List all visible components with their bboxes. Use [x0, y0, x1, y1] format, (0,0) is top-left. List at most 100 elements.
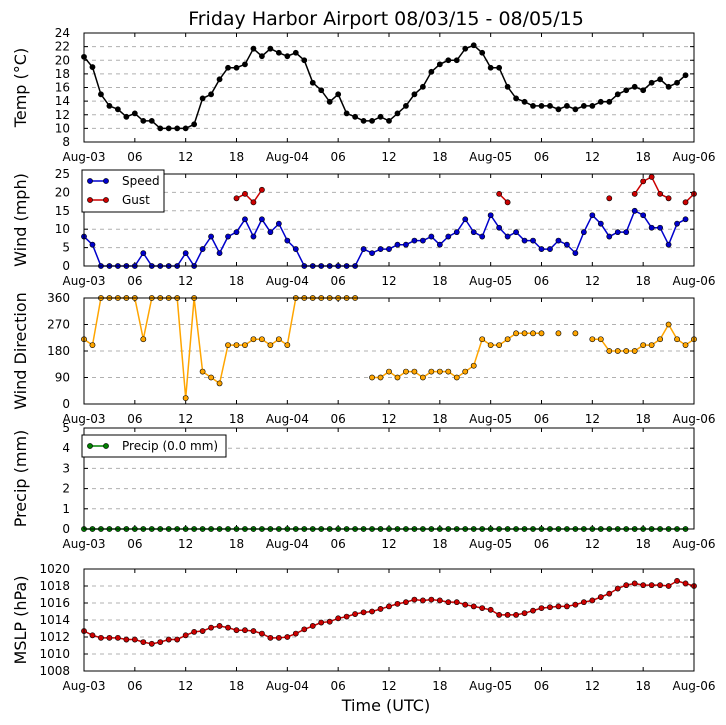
wind-point	[513, 229, 519, 236]
precip-xtick-label: 12	[381, 537, 396, 551]
mslp-point	[640, 582, 647, 589]
mslp-xtick-label: 06	[331, 679, 346, 693]
wind-point	[233, 229, 240, 236]
wind-point	[682, 216, 689, 223]
wind-point	[496, 224, 503, 231]
wind-point	[606, 233, 613, 240]
direction-point	[233, 342, 240, 349]
wind-point	[640, 212, 647, 219]
temp-point	[369, 117, 375, 124]
wind-point	[284, 237, 291, 244]
mslp-point	[123, 636, 130, 643]
wind-point	[208, 233, 214, 240]
mslp-point	[496, 612, 503, 618]
wind-point	[555, 237, 562, 244]
direction-point	[445, 368, 452, 375]
mslp-point	[386, 603, 392, 610]
mslp-point	[259, 630, 265, 637]
temp-point	[648, 79, 655, 86]
mslp-ytick-label: 1018	[39, 579, 70, 593]
wind-point	[580, 229, 587, 236]
wind-ytick-label: 15	[55, 204, 70, 218]
wind-point	[665, 195, 672, 202]
temp-ytick-label: 12	[55, 108, 70, 122]
mslp-point	[597, 594, 604, 600]
direction-xtick-label: 18	[229, 412, 244, 426]
mslp-point	[411, 596, 418, 603]
wind-point	[631, 190, 638, 197]
direction-point	[453, 374, 460, 381]
temp-point	[208, 91, 214, 98]
temp-xtick-label: 12	[178, 150, 193, 164]
wind-point	[640, 178, 647, 185]
temp-point	[623, 87, 630, 94]
temp-xtick-label: 06	[534, 150, 549, 164]
temp-point	[157, 125, 164, 132]
mslp-ytick-label: 1016	[39, 596, 70, 610]
wind-xtick-label: 18	[432, 274, 447, 288]
temp-axes-frame	[83, 32, 695, 143]
mslp-point	[580, 599, 587, 606]
temp-ytick-label: 18	[55, 67, 70, 81]
wind-point	[292, 246, 299, 252]
precip-xtick-label: Aug-04	[266, 537, 309, 551]
temp-point	[682, 72, 689, 79]
temp-point	[148, 117, 155, 124]
temp-point	[242, 61, 248, 68]
mslp-point	[157, 639, 164, 645]
mslp-ytick-label: 1012	[39, 630, 70, 644]
direction-point	[403, 368, 409, 375]
mslp-point	[148, 640, 155, 647]
mslp-y-axis-label: MSLP (hPa)	[11, 576, 30, 665]
direction-point	[496, 342, 503, 349]
precip-xtick-label: 18	[636, 537, 651, 551]
wind-xtick-label: 12	[178, 274, 193, 288]
mslp-xtick-label: Aug-04	[266, 679, 309, 693]
wind-legend-label: Gust	[122, 193, 150, 207]
direction-xtick-label: Aug-04	[266, 412, 309, 426]
mslp-xtick-label: Aug-05	[469, 679, 512, 693]
direction-ytick-label: 180	[47, 344, 70, 358]
temp-xtick-label: Aug-03	[62, 150, 105, 164]
mslp-point	[225, 624, 231, 631]
mslp-point	[106, 634, 113, 641]
direction-xtick-label: 06	[534, 412, 549, 426]
mslp-point	[648, 582, 655, 589]
mslp-point	[419, 597, 426, 604]
wind-point	[623, 229, 630, 236]
mslp-point	[436, 597, 443, 604]
temp-point	[98, 91, 104, 98]
temp-point	[597, 98, 604, 105]
wind-legend-box	[81, 169, 165, 213]
wind-point	[233, 195, 240, 202]
direction-point	[657, 336, 664, 343]
wind-point	[521, 237, 528, 244]
mslp-point	[98, 634, 104, 641]
temp-point	[606, 98, 613, 105]
direction-point	[419, 374, 426, 381]
mslp-point	[318, 619, 325, 626]
mslp-point	[513, 612, 519, 618]
direction-xtick-label: 18	[636, 412, 651, 426]
direction-point	[513, 330, 519, 337]
mslp-point	[292, 630, 299, 637]
direction-y-axis-label: Wind Direction	[11, 292, 30, 410]
wind-xtick-label: 06	[127, 274, 142, 288]
wind-point	[182, 250, 189, 257]
wind-ytick-label: 5	[62, 241, 70, 255]
wind-point	[199, 246, 206, 252]
direction-xtick-label: 12	[585, 412, 600, 426]
mslp-point	[623, 582, 630, 589]
temp-point	[386, 117, 392, 124]
temp-ytick-label: 10	[55, 121, 70, 135]
wind-point	[386, 246, 392, 252]
wind-point	[674, 220, 680, 227]
temp-point	[131, 110, 138, 117]
wind-point	[445, 233, 452, 240]
wind-point	[225, 233, 231, 240]
wind-point	[267, 229, 274, 236]
temp-xtick-label: 06	[331, 150, 346, 164]
precip-xtick-label: Aug-06	[672, 537, 715, 551]
wind-point	[369, 250, 375, 257]
